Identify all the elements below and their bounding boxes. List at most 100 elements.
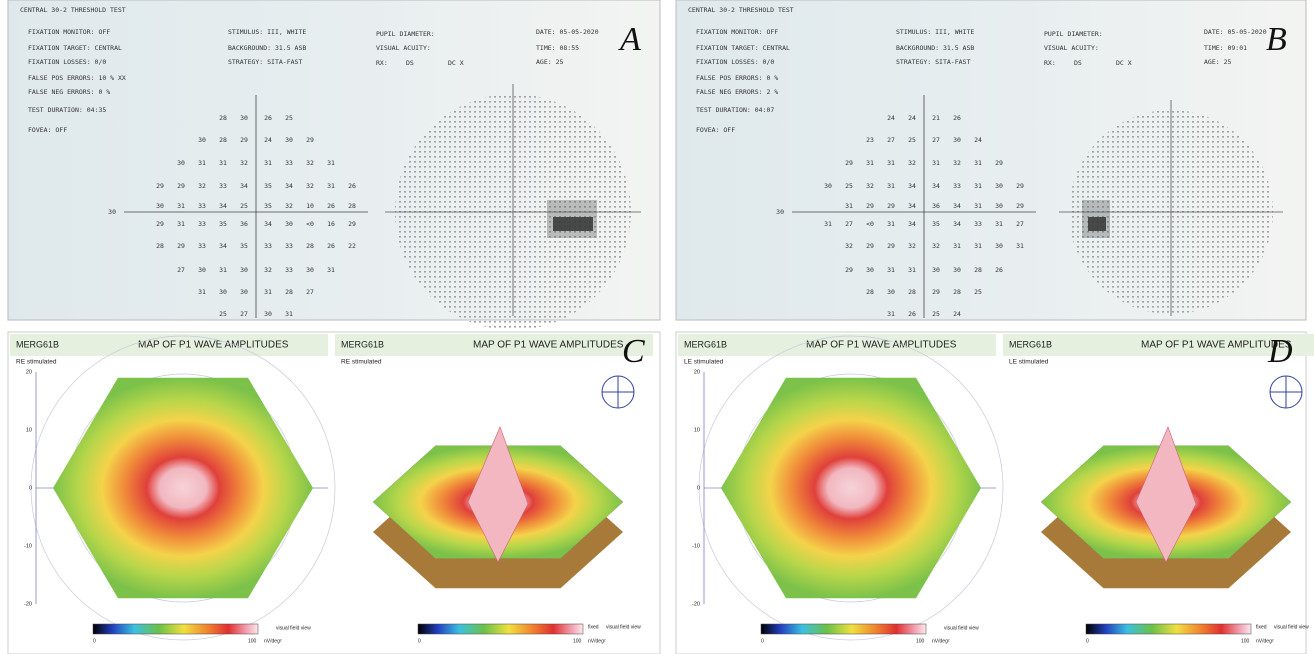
axis-tick: 0 xyxy=(697,485,700,491)
field-text: FOVEA: OFF xyxy=(28,126,67,134)
threshold-value: 31 xyxy=(177,220,185,228)
field-text: RX: xyxy=(376,59,388,67)
colorbar xyxy=(1086,624,1251,634)
threshold-value: 29 xyxy=(845,159,853,167)
threshold-value: 31 xyxy=(264,288,272,296)
threshold-value: 34 xyxy=(219,242,227,250)
field-text: TEST DURATION: 04:07 xyxy=(696,106,774,114)
threshold-value: 26 xyxy=(953,114,961,122)
threshold-value: 28 xyxy=(219,136,227,144)
axis-label: 30 xyxy=(108,208,116,216)
threshold-value: 35 xyxy=(264,182,272,190)
threshold-value: 29 xyxy=(240,136,248,144)
threshold-value: 32 xyxy=(198,182,206,190)
threshold-value: 29 xyxy=(177,242,185,250)
map-title: MAP OF P1 WAVE AMPLITUDES xyxy=(473,340,624,351)
threshold-value: 30 xyxy=(156,202,164,210)
threshold-value: 35 xyxy=(932,220,940,228)
colorbar xyxy=(93,624,258,634)
scale-max: 100 xyxy=(916,638,925,644)
threshold-value: 28 xyxy=(908,288,916,296)
threshold-value: <0 xyxy=(306,220,314,228)
field-text: TIME: 09:01 xyxy=(1204,44,1247,52)
scale-max: 100 xyxy=(573,638,582,644)
eye-label: LE stimulated xyxy=(684,359,724,366)
threshold-value: 26 xyxy=(348,182,356,190)
threshold-value: 35 xyxy=(264,202,272,210)
figure: CENTRAL 30-2 THRESHOLD TEST FIXATION MONI… xyxy=(0,0,1314,654)
threshold-value: 34 xyxy=(219,202,227,210)
threshold-value: 25 xyxy=(845,182,853,190)
colorbar xyxy=(418,624,583,634)
threshold-value: 31 xyxy=(974,159,982,167)
field-text: PUPIL DIAMETER: xyxy=(1044,30,1103,38)
threshold-value: 34 xyxy=(932,182,940,190)
threshold-value: 34 xyxy=(953,220,961,228)
field-text: DATE: 05-05-2020 xyxy=(1204,28,1267,36)
threshold-value: 22 xyxy=(348,242,356,250)
threshold-value: 31 xyxy=(327,182,335,190)
threshold-value: 27 xyxy=(932,136,940,144)
scale-unit: nV/deg² xyxy=(932,638,950,644)
threshold-value: 30 xyxy=(953,266,961,274)
axis-tick: -10 xyxy=(692,543,700,549)
threshold-value: 29 xyxy=(845,266,853,274)
test-title: CENTRAL 30-2 THRESHOLD TEST xyxy=(688,6,794,14)
threshold-value: 31 xyxy=(932,159,940,167)
threshold-value: 32 xyxy=(264,266,272,274)
field-text: FALSE POS ERRORS: 10 % XX xyxy=(28,74,126,82)
threshold-value: 29 xyxy=(866,202,874,210)
threshold-value: 21 xyxy=(932,114,940,122)
threshold-value: 32 xyxy=(866,182,874,190)
threshold-value: 32 xyxy=(908,159,916,167)
threshold-value: 29 xyxy=(348,220,356,228)
threshold-value: 28 xyxy=(348,202,356,210)
threshold-value: 36 xyxy=(240,220,248,228)
threshold-value: 28 xyxy=(219,114,227,122)
threshold-value: 25 xyxy=(219,310,227,318)
threshold-value: 24 xyxy=(953,310,961,318)
threshold-value: 27 xyxy=(887,136,895,144)
field-text: STRATEGY: SITA-FAST xyxy=(896,58,970,66)
threshold-value: 29 xyxy=(156,220,164,228)
threshold-value: 25 xyxy=(240,202,248,210)
field-text: FIXATION LOSSES: 0/0 xyxy=(28,58,106,66)
threshold-value: 34 xyxy=(908,220,916,228)
field-text: DS xyxy=(1074,59,1082,67)
threshold-value: 31 xyxy=(887,220,895,228)
field-text: BACKGROUND: 31.5 ASB xyxy=(896,44,974,52)
field-text: FOVEA: OFF xyxy=(696,126,735,134)
threshold-value: 30 xyxy=(198,136,206,144)
threshold-value: 34 xyxy=(285,182,293,190)
threshold-value: 34 xyxy=(908,202,916,210)
threshold-value: 32 xyxy=(285,202,293,210)
threshold-value: 31 xyxy=(866,159,874,167)
axis-tick: 20 xyxy=(26,369,32,375)
threshold-value: 30 xyxy=(995,182,1003,190)
threshold-value: 31 xyxy=(824,220,832,228)
view-label: visual field view xyxy=(606,624,641,630)
threshold-value: 31 xyxy=(974,182,982,190)
map-title: MAP OF P1 WAVE AMPLITUDES xyxy=(138,340,289,351)
threshold-value: 25 xyxy=(285,114,293,122)
threshold-value: 30 xyxy=(240,266,248,274)
field-text: DC X xyxy=(1116,59,1132,67)
threshold-value: 30 xyxy=(995,202,1003,210)
scale-min: 0 xyxy=(1086,638,1089,644)
threshold-value: 27 xyxy=(240,310,248,318)
threshold-value: 27 xyxy=(177,266,185,274)
threshold-value: 33 xyxy=(285,266,293,274)
field-text: VISUAL ACUITY: xyxy=(1044,44,1099,52)
threshold-value: 30 xyxy=(285,136,293,144)
threshold-value: 31 xyxy=(327,266,335,274)
threshold-value: 30 xyxy=(953,136,961,144)
threshold-value: 33 xyxy=(198,202,206,210)
threshold-value: 32 xyxy=(306,182,314,190)
threshold-value: 33 xyxy=(264,242,272,250)
axis-tick: 20 xyxy=(694,369,700,375)
threshold-value: 30 xyxy=(824,182,832,190)
field-text: FIXATION MONITOR: OFF xyxy=(696,28,778,36)
field-text: PUPIL DIAMETER: xyxy=(376,30,435,38)
field-text: FIXATION TARGET: CENTRAL xyxy=(696,44,790,52)
